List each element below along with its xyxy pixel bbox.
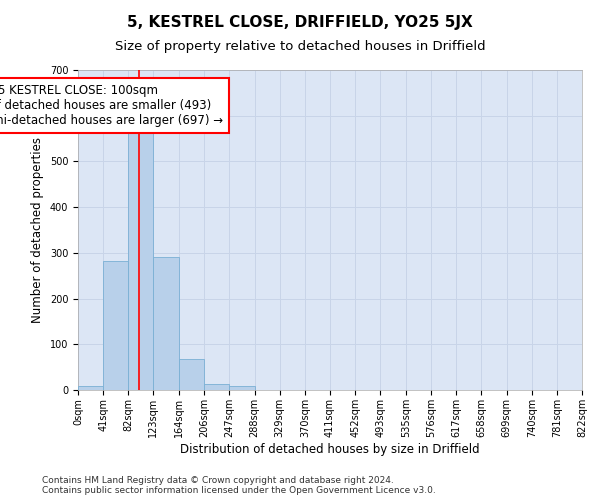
Bar [128, 133, 154, 390]
Bar [205, 384, 229, 390]
X-axis label: Distribution of detached houses by size in Driffield: Distribution of detached houses by size … [180, 442, 480, 456]
Text: 5 KESTREL CLOSE: 100sqm
← 41% of detached houses are smaller (493)
57% of semi-d: 5 KESTREL CLOSE: 100sqm ← 41% of detache… [0, 84, 223, 126]
Bar [179, 359, 205, 390]
Y-axis label: Number of detached properties: Number of detached properties [31, 137, 44, 323]
Bar [78, 386, 103, 390]
Text: Contains HM Land Registry data © Crown copyright and database right 2024.
Contai: Contains HM Land Registry data © Crown c… [42, 476, 436, 495]
Text: Size of property relative to detached houses in Driffield: Size of property relative to detached ho… [115, 40, 485, 53]
Text: 5, KESTREL CLOSE, DRIFFIELD, YO25 5JX: 5, KESTREL CLOSE, DRIFFIELD, YO25 5JX [127, 15, 473, 30]
Bar [154, 257, 179, 390]
Bar [229, 386, 254, 390]
Bar [103, 260, 128, 390]
